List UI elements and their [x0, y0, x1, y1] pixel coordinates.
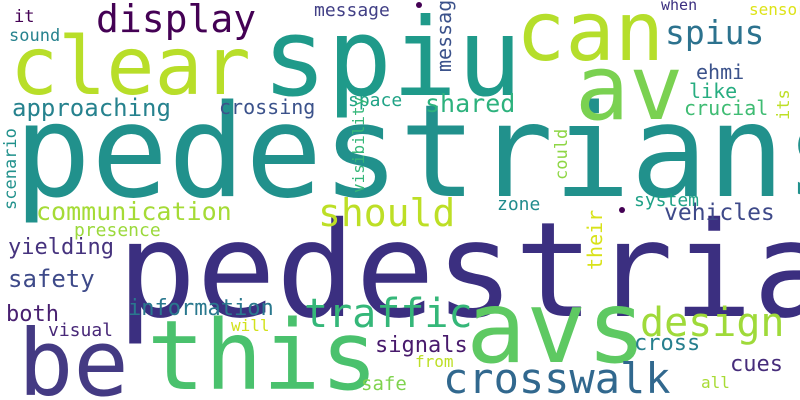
word-traffic: traffic — [304, 291, 473, 337]
word-could: their — [583, 209, 607, 270]
word-clear: clear — [10, 20, 251, 113]
word-system: zone — [497, 194, 541, 215]
word-spius: spius — [665, 13, 765, 52]
word-av: av — [575, 36, 684, 141]
word-zone: presence — [74, 220, 161, 241]
word-like: ehmi — [696, 60, 745, 84]
word-design: design — [640, 300, 785, 346]
word-signals: visual — [48, 320, 114, 341]
word-crossing: crossing — [219, 95, 316, 119]
word-sound: it — [14, 7, 35, 27]
word-its: sensors — [749, 0, 800, 19]
word-when: sound — [9, 26, 61, 46]
word-yielding: yielding — [8, 235, 114, 260]
word-vehicles: vehicles — [664, 200, 775, 226]
word-avs: avs — [466, 269, 647, 386]
word-messages: visibility — [349, 96, 368, 193]
word-cross: signals — [375, 333, 468, 358]
word-their: its — [774, 89, 794, 120]
word-all: will — [231, 316, 270, 335]
word-communication: communication — [36, 197, 232, 226]
dot-mark — [619, 207, 625, 213]
word-ehmi: messages — [432, 0, 456, 72]
word-presence: all — [701, 373, 730, 392]
word-message: message — [314, 0, 390, 21]
word-should: should — [318, 191, 456, 235]
word-crosswalk: crosswalk — [443, 354, 671, 400]
word-pedestrians: pedestrians — [14, 78, 800, 227]
word-safety: safety — [8, 265, 95, 293]
word-will: from — [415, 352, 454, 371]
word-approaching: approaching — [12, 94, 171, 122]
word-cues: cross — [634, 331, 701, 356]
word-from: safe — [361, 373, 407, 395]
word-visibility: could — [552, 128, 572, 180]
word-sensors: when — [661, 0, 698, 14]
word-spiu: spiu — [262, 0, 523, 121]
word-visual: both — [6, 302, 59, 327]
word-crucial: like — [689, 79, 738, 103]
word-display: display — [96, 0, 257, 41]
word-it: system — [634, 190, 700, 211]
word-be: be — [18, 310, 129, 400]
word-can: can — [516, 0, 665, 80]
word-space: crucial — [684, 96, 769, 120]
word-this: this — [147, 300, 379, 400]
word-shared: shared — [425, 89, 516, 118]
word-scenario: scenario — [1, 128, 21, 210]
word-information: information — [128, 296, 274, 321]
word-both: space — [348, 90, 403, 111]
dot-mark — [416, 2, 422, 8]
word-pedestrian: pedestrian — [117, 194, 800, 348]
word-safe: cues — [730, 352, 783, 377]
